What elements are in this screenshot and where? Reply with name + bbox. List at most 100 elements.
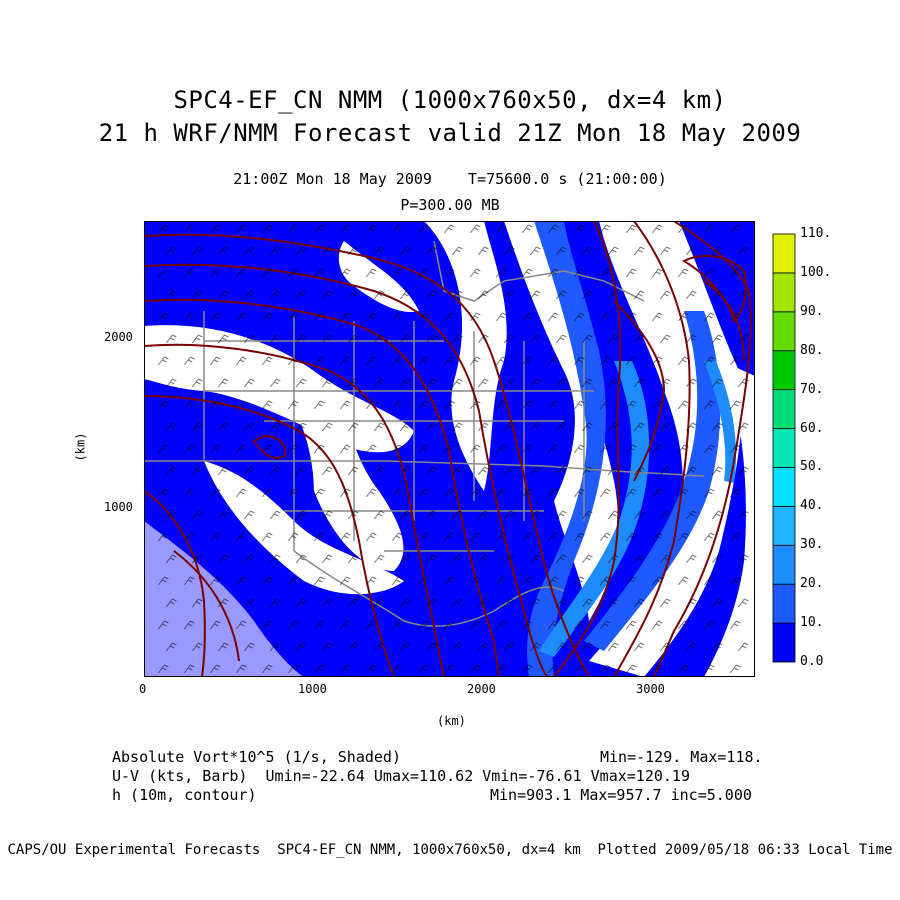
wind-barb <box>685 378 697 388</box>
wind-barb <box>469 224 481 234</box>
wind-barb <box>347 378 359 388</box>
wind-barb <box>417 312 429 322</box>
wind-barb <box>495 224 507 234</box>
wind-barb <box>243 246 255 256</box>
wind-barb <box>651 576 663 586</box>
wind-barb <box>391 664 403 674</box>
wind-barb <box>425 598 437 608</box>
wind-barb <box>555 598 567 608</box>
wind-barb <box>599 268 611 278</box>
colorbar-label: 50. <box>800 459 824 475</box>
wind-barb <box>529 642 541 652</box>
y-axis-label: (km) <box>73 432 88 462</box>
wind-barb <box>633 554 645 564</box>
wind-barb <box>365 312 377 322</box>
wind-barb <box>573 620 585 630</box>
wind-barb <box>165 598 177 608</box>
wind-barb <box>529 334 541 344</box>
wind-barb <box>677 620 689 630</box>
wind-barb <box>261 576 273 586</box>
wind-barb <box>295 290 307 300</box>
wind-barb <box>703 312 715 322</box>
wind-barb <box>451 334 463 344</box>
colorbar-label: 60. <box>800 420 824 436</box>
wind-barb <box>321 378 333 388</box>
wind-barb <box>321 642 333 652</box>
wind-barb <box>243 378 255 388</box>
wind-barb <box>391 356 403 366</box>
wind-barb <box>729 444 741 454</box>
wind-barb <box>659 598 671 608</box>
wind-barb <box>183 576 195 586</box>
wind-barb <box>165 378 177 388</box>
wind-barb <box>529 598 541 608</box>
wind-barb <box>703 224 715 234</box>
wind-barb <box>685 598 697 608</box>
wind-barb <box>339 356 351 366</box>
wind-barbs <box>157 224 749 674</box>
wind-barb <box>521 576 533 586</box>
wind-barb <box>651 400 663 410</box>
wind-barb <box>261 268 273 278</box>
wind-barb <box>399 422 411 432</box>
wind-barb <box>209 576 221 586</box>
wind-barb <box>529 510 541 520</box>
wind-barb <box>677 576 689 586</box>
wind-barb <box>235 356 247 366</box>
wind-barb <box>235 268 247 278</box>
wind-barb <box>287 312 299 322</box>
wind-barb <box>625 356 637 366</box>
wind-barb <box>607 642 619 652</box>
wind-barb <box>547 224 559 234</box>
wind-barb <box>235 312 247 322</box>
wind-barb <box>677 268 689 278</box>
wind-barb <box>521 488 533 498</box>
wind-barb <box>607 598 619 608</box>
wind-barb <box>191 510 203 520</box>
wind-barb <box>339 488 351 498</box>
wind-barb <box>313 268 325 278</box>
wind-barb <box>261 312 273 322</box>
wind-barb <box>625 444 637 454</box>
map-frame <box>144 221 755 677</box>
wind-barb <box>399 598 411 608</box>
wind-barb <box>495 532 507 542</box>
wind-barb <box>217 422 229 432</box>
wind-barb <box>347 642 359 652</box>
wind-barb <box>625 400 637 410</box>
colorbar-box <box>772 272 796 313</box>
wind-barb <box>183 444 195 454</box>
wind-barb <box>677 664 689 674</box>
wind-barb <box>417 576 429 586</box>
wind-barb <box>339 268 351 278</box>
wind-barb <box>287 664 299 674</box>
wind-barb <box>399 466 411 476</box>
wind-barb <box>269 642 281 652</box>
colorbar-box <box>772 544 796 585</box>
wind-barb <box>625 532 637 542</box>
wind-barb <box>737 554 749 564</box>
wind-barb <box>339 224 351 234</box>
wind-barb <box>477 598 489 608</box>
wind-barb <box>503 554 515 564</box>
wind-barb <box>243 510 255 520</box>
wind-barb <box>391 532 403 542</box>
wind-barb <box>365 268 377 278</box>
wind-barb <box>295 642 307 652</box>
wind-barb <box>365 620 377 630</box>
wind-barb <box>295 598 307 608</box>
wind-barb <box>711 510 723 520</box>
wind-barb <box>235 444 247 454</box>
wind-barb <box>209 664 221 674</box>
wind-barb <box>269 290 281 300</box>
wind-barb <box>651 224 663 234</box>
wind-barb <box>451 554 463 564</box>
wind-barb <box>365 532 377 542</box>
wind-barb <box>555 510 567 520</box>
wind-barb <box>581 422 593 432</box>
wind-barb <box>443 664 455 674</box>
wind-barb <box>703 576 715 586</box>
wind-barb <box>209 444 221 454</box>
wind-barb <box>313 664 325 674</box>
wind-barb <box>703 664 715 674</box>
